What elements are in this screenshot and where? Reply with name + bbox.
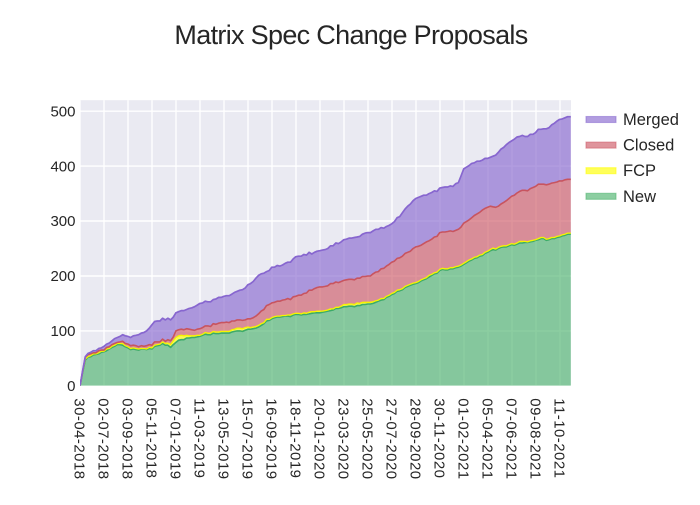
svg-text:500: 500 xyxy=(50,103,75,120)
svg-text:18-11-2019: 18-11-2019 xyxy=(287,398,304,478)
svg-text:20-01-2020: 20-01-2020 xyxy=(311,398,328,479)
svg-text:01-02-2021: 01-02-2021 xyxy=(455,398,472,479)
svg-text:28-09-2020: 28-09-2020 xyxy=(407,398,424,479)
svg-text:11-10-2021: 11-10-2021 xyxy=(551,398,568,478)
svg-text:Merged: Merged xyxy=(623,111,679,129)
svg-text:23-03-2020: 23-03-2020 xyxy=(335,398,352,479)
svg-text:25-05-2020: 25-05-2020 xyxy=(359,398,376,479)
svg-text:13-05-2019: 13-05-2019 xyxy=(215,398,232,479)
svg-text:100: 100 xyxy=(50,323,75,340)
svg-text:Matrix Spec Change Proposals: Matrix Spec Change Proposals xyxy=(174,20,527,50)
svg-text:02-07-2018: 02-07-2018 xyxy=(95,398,112,479)
svg-text:300: 300 xyxy=(50,213,75,230)
svg-text:200: 200 xyxy=(50,268,75,285)
svg-text:FCP: FCP xyxy=(623,162,656,180)
svg-text:09-08-2021: 09-08-2021 xyxy=(527,398,544,479)
svg-text:05-04-2021: 05-04-2021 xyxy=(479,398,496,479)
svg-text:03-09-2018: 03-09-2018 xyxy=(119,398,136,479)
svg-text:30-11-2020: 30-11-2020 xyxy=(431,398,448,478)
svg-text:0: 0 xyxy=(67,378,75,395)
svg-text:07-06-2021: 07-06-2021 xyxy=(503,398,520,479)
svg-text:Closed: Closed xyxy=(623,137,674,155)
svg-text:30-04-2018: 30-04-2018 xyxy=(71,398,88,479)
svg-text:16-09-2019: 16-09-2019 xyxy=(263,398,280,479)
svg-text:07-01-2019: 07-01-2019 xyxy=(167,398,184,479)
svg-text:05-11-2018: 05-11-2018 xyxy=(143,398,160,478)
svg-text:New: New xyxy=(623,188,656,206)
svg-text:15-07-2019: 15-07-2019 xyxy=(239,398,256,479)
svg-text:27-07-2020: 27-07-2020 xyxy=(383,398,400,479)
svg-text:11-03-2019: 11-03-2019 xyxy=(191,398,208,478)
svg-text:400: 400 xyxy=(50,158,75,175)
